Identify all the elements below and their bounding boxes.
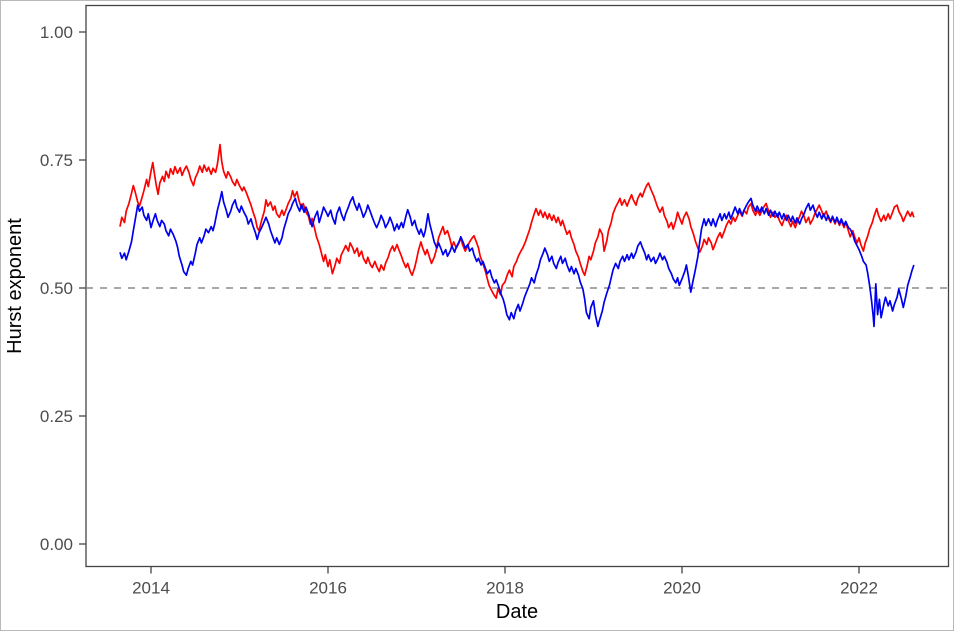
y-tick-label-0.50: 0.50 <box>40 279 73 298</box>
y-tick-label-0.25: 0.25 <box>40 407 73 426</box>
x-tick-label-2016: 2016 <box>309 579 347 598</box>
y-tick-label-0.75: 0.75 <box>40 151 73 170</box>
y-tick-label-1.00: 1.00 <box>40 23 73 42</box>
blue-series-line <box>119 190 915 328</box>
y-tick-label-0.00: 0.00 <box>40 535 73 554</box>
series-group <box>119 143 915 328</box>
x-tick-label-2014: 2014 <box>132 579 170 598</box>
x-tick-label-2022: 2022 <box>840 579 878 598</box>
axis-ticks: 2014 2016 2018 2020 2022 0.00 0.25 0.50 0.75 1.00 <box>40 23 878 598</box>
x-axis-title: Date <box>496 601 538 623</box>
x-tick-label-2020: 2020 <box>663 579 701 598</box>
y-axis-title: Hurst exponent <box>4 218 26 354</box>
x-tick-label-2018: 2018 <box>486 579 524 598</box>
plot-panel <box>85 4 950 568</box>
red-series-line <box>119 143 915 300</box>
